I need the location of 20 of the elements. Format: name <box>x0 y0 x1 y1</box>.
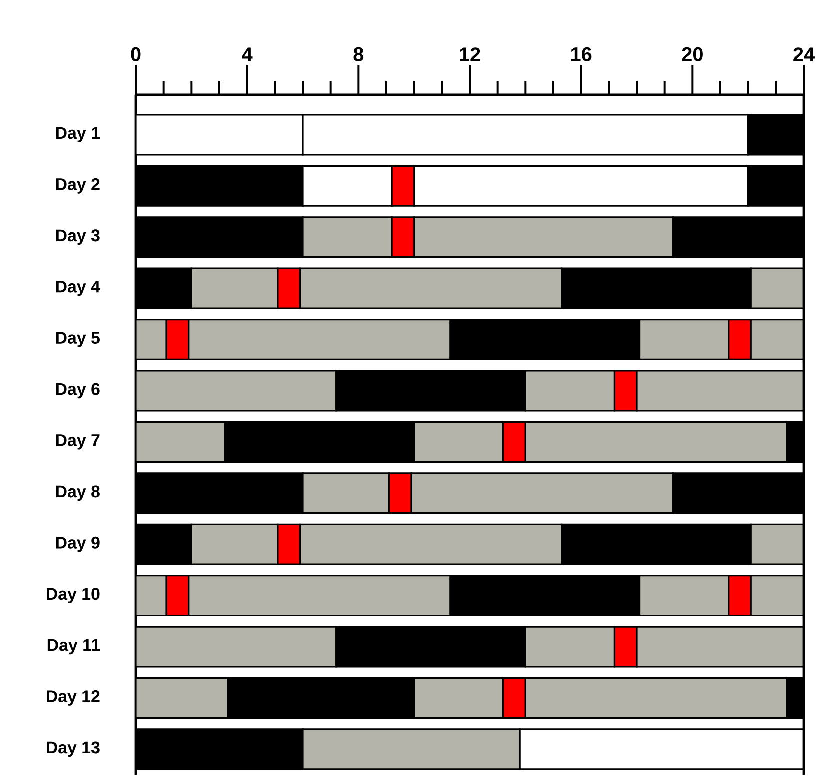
x-tick-label: 24 <box>794 48 815 62</box>
y-tick-label: Day 3 <box>56 230 100 246</box>
x-tick-label: 0 <box>131 47 141 62</box>
y-tick-label: Day 12 <box>47 690 100 706</box>
x-tick-label: 16 <box>572 47 592 62</box>
x-tick-label: 12 <box>460 48 480 62</box>
y-tick-label: Day 4 <box>56 280 100 296</box>
y-tick-label: Day 1 <box>56 127 100 143</box>
y-tick-label: Day 5 <box>56 332 100 348</box>
x-tick-label: 4 <box>242 48 253 62</box>
y-tick-label: Day 9 <box>56 536 100 552</box>
y-tick-label: Day 8 <box>56 486 100 502</box>
y-tick-label: Day 13 <box>47 742 100 758</box>
x-tick-label: 8 <box>354 47 364 62</box>
y-tick-label: Day 10 <box>47 588 100 604</box>
y-tick-label: Day 11 <box>48 639 100 655</box>
y-tick-label: Day 2 <box>56 178 100 194</box>
y-tick-label: Day 6 <box>56 383 100 399</box>
y-tick-label: Day 7 <box>56 434 100 450</box>
x-tick-label: 20 <box>682 47 703 62</box>
